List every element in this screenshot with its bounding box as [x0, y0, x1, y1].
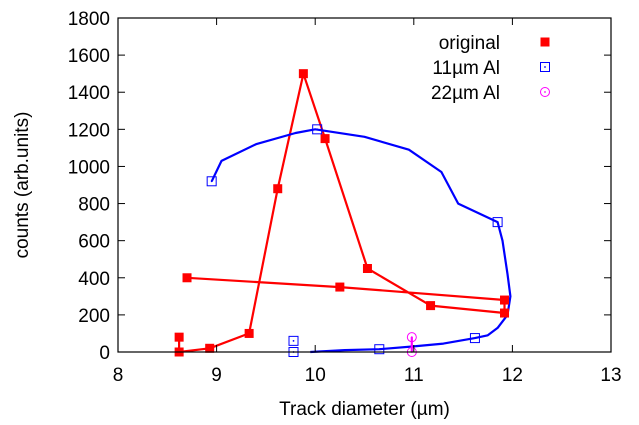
y-tick-label: 400: [78, 269, 110, 290]
plot-lines: [178, 72, 512, 354]
series-2-point-outline: [406, 332, 417, 343]
legend-marker-outline: [540, 87, 550, 97]
x-axis-title: Track diameter (µm): [279, 399, 450, 420]
series-1-point: [312, 124, 323, 135]
series-1-point: [374, 344, 385, 355]
series-1-point-dot: [378, 348, 381, 351]
series-0-point: [174, 332, 184, 342]
series-0-point: [500, 295, 510, 305]
series-2-point-dot: [410, 336, 413, 339]
series-1-point-outline: [469, 333, 480, 344]
legend-marker: [540, 87, 550, 97]
series-1-point-outline: [492, 217, 503, 228]
series-0-point: [426, 301, 436, 311]
plot-markers: [174, 69, 510, 357]
legend-label: original: [439, 33, 500, 54]
series-0-line: [178, 72, 506, 354]
series-0-point: [320, 134, 330, 144]
legend-marker: [540, 62, 550, 72]
legend-marker: [540, 37, 550, 47]
series-1-point-outline: [374, 344, 385, 355]
series-1-point-outline: [312, 124, 323, 135]
y-tick-label: 800: [78, 195, 110, 216]
y-tick-label: 1600: [68, 46, 110, 67]
plot-frame: [117, 17, 612, 353]
series-1-point-dot: [210, 180, 213, 183]
series-1-point: [288, 335, 299, 346]
series-1-line: [210, 128, 512, 354]
series-1-point-dot: [496, 221, 499, 224]
series-0-point: [205, 343, 215, 353]
x-tick-label: 12: [502, 365, 523, 386]
y-tick-label: 1800: [68, 9, 110, 30]
series-1-point: [492, 217, 503, 228]
series-0-point: [298, 69, 308, 79]
x-tick-label: 10: [305, 365, 326, 386]
series-1-point: [206, 176, 217, 187]
x-axis-ticks: 8 9 10 11 12 13: [113, 18, 622, 386]
series-0-point: [182, 273, 192, 283]
series-0-point: [335, 282, 345, 292]
legend: original 11µm Al 22µm Al: [431, 33, 550, 104]
legend-label: 22µm Al: [431, 83, 500, 104]
series-2-point: [406, 332, 417, 343]
legend-label: 11µm Al: [432, 58, 500, 79]
series-1-point-outline: [288, 335, 299, 346]
series-1-point-dot: [474, 337, 476, 339]
y-tick-label: 0: [99, 343, 110, 364]
series-1-point-outline: [206, 176, 217, 187]
series-1-point: [469, 333, 480, 344]
y-tick-label: 1200: [68, 120, 110, 141]
x-tick-label: 9: [211, 365, 222, 386]
series-0-point: [273, 184, 283, 194]
legend-marker-dot: [544, 91, 546, 93]
x-tick-label: 8: [113, 365, 124, 386]
x-tick-label: 11: [404, 365, 424, 386]
y-axis-ticks: 0 200 400 600 800 1000 1200 1400 1600 1800: [68, 9, 611, 364]
y-tick-label: 200: [78, 306, 110, 327]
series-0-point: [362, 264, 372, 273]
y-tick-label: 1400: [68, 83, 110, 104]
legend-marker-outline: [540, 62, 550, 72]
legend-marker-dot: [544, 66, 546, 68]
series-0-point: [500, 308, 510, 318]
x-tick-label: 13: [600, 365, 621, 386]
y-tick-label: 1000: [68, 157, 110, 178]
series-1-point-dot: [292, 339, 295, 342]
y-tick-label: 600: [78, 232, 110, 253]
series-1-point-dot: [316, 128, 319, 131]
series-0-point: [244, 328, 254, 338]
y-axis-title: counts (arb.units): [12, 112, 33, 259]
